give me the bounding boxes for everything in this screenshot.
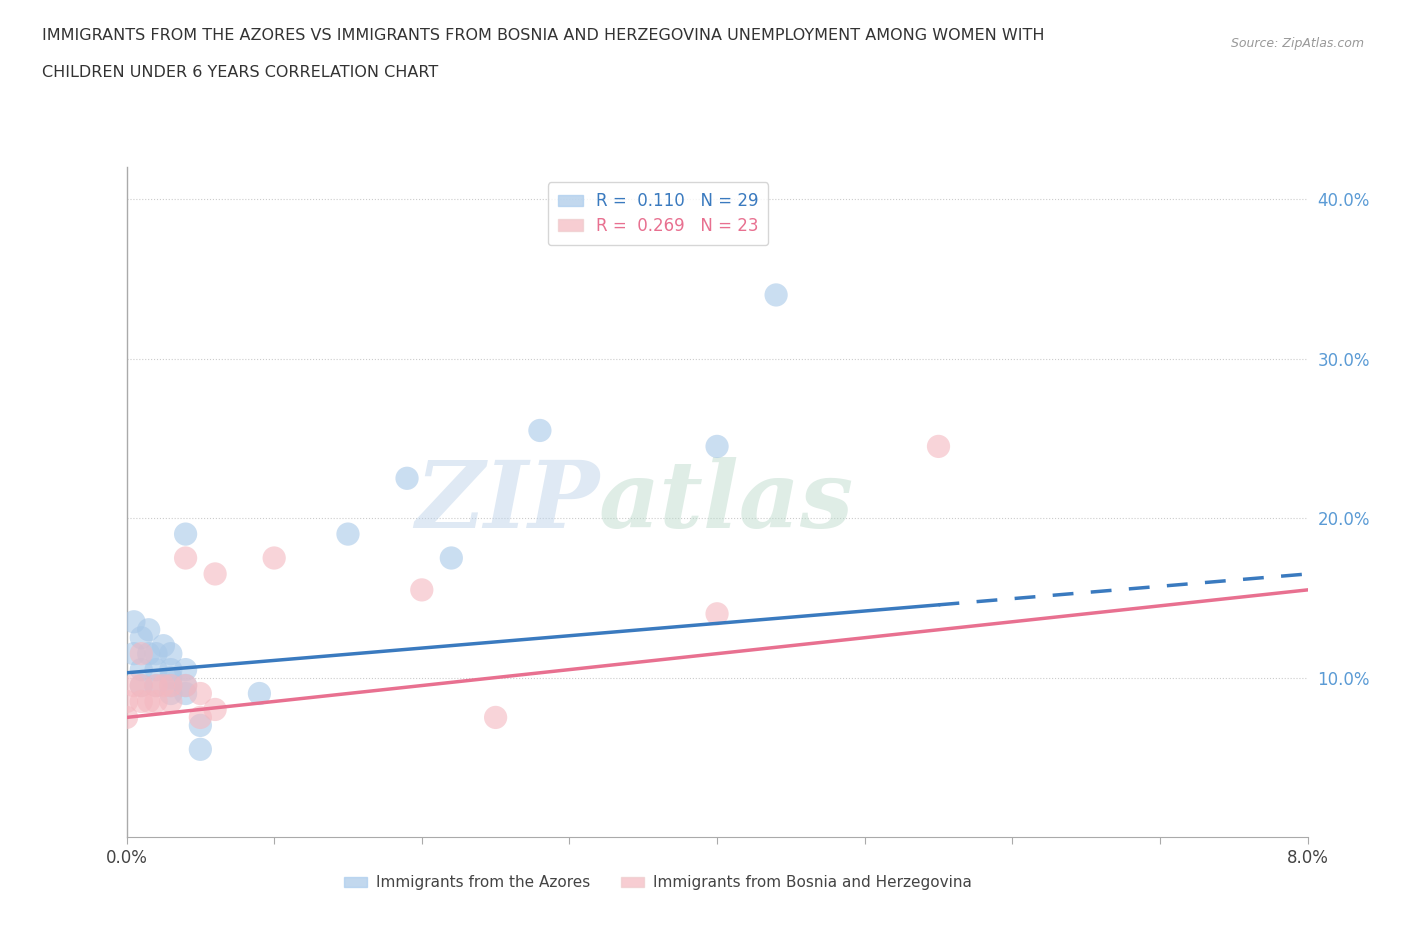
Point bbox=[160, 662, 183, 677]
Point bbox=[152, 678, 174, 693]
Point bbox=[188, 710, 211, 724]
Point bbox=[115, 710, 138, 724]
Text: IMMIGRANTS FROM THE AZORES VS IMMIGRANTS FROM BOSNIA AND HERZEGOVINA UNEMPLOYMEN: IMMIGRANTS FROM THE AZORES VS IMMIGRANTS… bbox=[42, 28, 1045, 43]
Point bbox=[706, 439, 728, 454]
Point bbox=[160, 671, 183, 685]
Point bbox=[928, 439, 950, 454]
Point bbox=[204, 566, 226, 581]
Point bbox=[129, 646, 153, 661]
Point bbox=[188, 686, 211, 701]
Point bbox=[145, 694, 167, 709]
Point bbox=[529, 423, 551, 438]
Point bbox=[145, 678, 167, 693]
Point bbox=[122, 646, 145, 661]
Point bbox=[174, 526, 197, 541]
Point bbox=[145, 662, 167, 677]
Point bbox=[145, 646, 167, 661]
Point bbox=[247, 686, 270, 701]
Point bbox=[188, 742, 211, 757]
Legend: Immigrants from the Azores, Immigrants from Bosnia and Herzegovina: Immigrants from the Azores, Immigrants f… bbox=[337, 870, 979, 897]
Point bbox=[129, 678, 153, 693]
Point bbox=[174, 551, 197, 565]
Point bbox=[706, 606, 728, 621]
Y-axis label: Unemployment Among Women with Children Under 6 years: Unemployment Among Women with Children U… bbox=[0, 273, 7, 731]
Point bbox=[160, 686, 183, 701]
Point bbox=[115, 694, 138, 709]
Point bbox=[122, 615, 145, 630]
Point bbox=[765, 287, 787, 302]
Point bbox=[204, 702, 226, 717]
Point bbox=[129, 694, 153, 709]
Point bbox=[440, 551, 463, 565]
Point bbox=[174, 686, 197, 701]
Point bbox=[337, 526, 360, 541]
Point bbox=[484, 710, 508, 724]
Text: CHILDREN UNDER 6 YEARS CORRELATION CHART: CHILDREN UNDER 6 YEARS CORRELATION CHART bbox=[42, 65, 439, 80]
Point bbox=[152, 638, 174, 653]
Point bbox=[129, 631, 153, 645]
Point bbox=[160, 646, 183, 661]
Point bbox=[160, 678, 183, 693]
Text: ZIP: ZIP bbox=[415, 458, 599, 547]
Point bbox=[396, 471, 419, 485]
Text: Source: ZipAtlas.com: Source: ZipAtlas.com bbox=[1230, 37, 1364, 50]
Text: atlas: atlas bbox=[599, 458, 855, 547]
Point bbox=[160, 694, 183, 709]
Point bbox=[188, 718, 211, 733]
Point bbox=[160, 678, 183, 693]
Point bbox=[174, 662, 197, 677]
Point bbox=[145, 678, 167, 693]
Point bbox=[174, 678, 197, 693]
Point bbox=[129, 662, 153, 677]
Point bbox=[122, 678, 145, 693]
Point bbox=[129, 678, 153, 693]
Point bbox=[411, 582, 433, 597]
Point bbox=[263, 551, 285, 565]
Point bbox=[138, 694, 160, 709]
Point bbox=[174, 678, 197, 693]
Point bbox=[138, 622, 160, 637]
Point bbox=[138, 646, 160, 661]
